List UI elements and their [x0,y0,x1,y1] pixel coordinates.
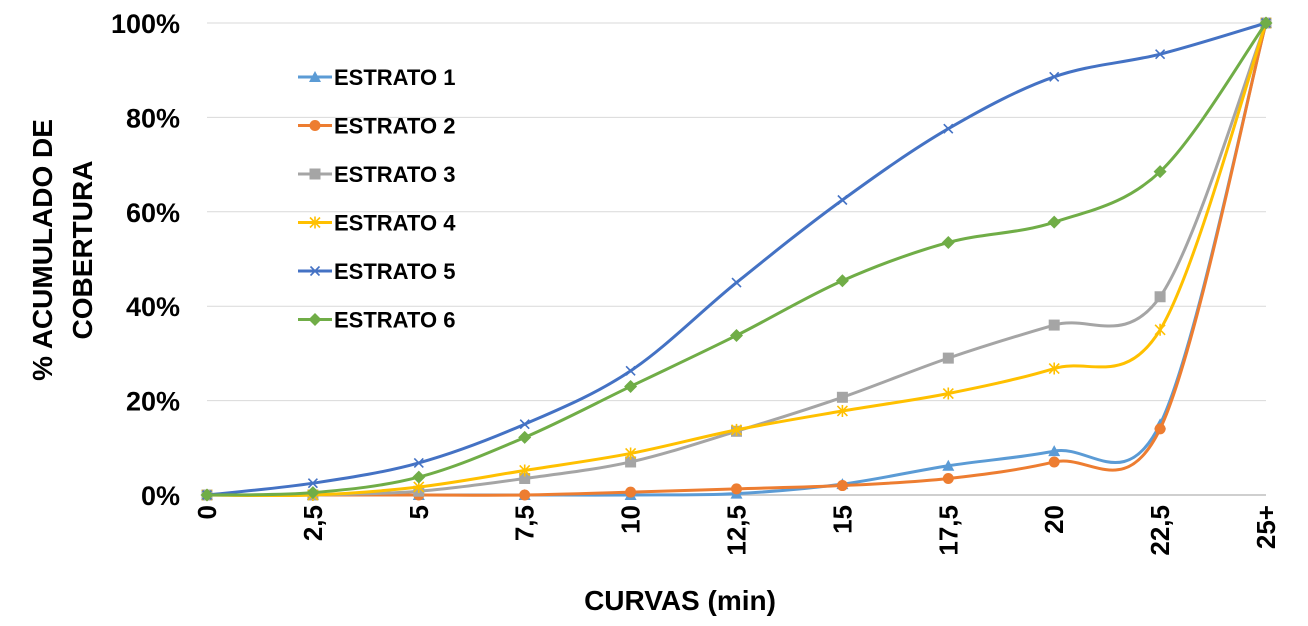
data-point [1154,423,1166,435]
legend-marker [309,168,321,180]
data-point [942,387,954,400]
y-tick-label: 40% [126,292,180,322]
data-point [306,486,320,500]
data-point [519,464,531,477]
series-line [205,21,1268,497]
legend-marker [309,120,321,131]
data-point [1047,215,1061,229]
x-tick-label: 2,5 [298,505,328,541]
legend-label: ESTRATO 4 [334,211,456,236]
data-point [837,194,848,206]
data-point [518,430,532,444]
data-point [1153,165,1167,179]
data-point [1048,319,1060,331]
legend-label: ESTRATO 5 [334,259,455,284]
x-tick-label: 10 [616,505,646,534]
data-point [519,419,530,430]
x-tick-label: 15 [827,505,857,534]
y-tick-label: 100% [111,9,180,39]
legend-marker [309,216,321,229]
data-point [1048,445,1061,457]
data-point [1048,456,1060,468]
legend-label: ESTRATO 1 [334,65,455,90]
data-point [731,277,742,288]
legend-label: ESTRATO 6 [334,308,455,333]
y-tick-label: 0% [141,481,180,511]
legend-label: ESTRATO 3 [334,162,455,187]
data-point [1154,291,1166,303]
data-point [836,404,848,417]
data-point [625,456,637,468]
data-point [412,470,426,484]
data-point [519,472,531,484]
legend-item: ESTRATO 1 [298,65,455,90]
data-point [942,459,955,471]
data-point [413,457,424,468]
data-point [200,488,214,502]
legend-item: ESTRATO 6 [298,308,455,333]
data-point [835,274,849,288]
data-point [307,478,318,489]
legend: ESTRATO 1 ESTRATO 2 ESTRATO 3 ESTRATO 4 ESTR… [298,65,456,333]
series-line [205,21,1268,497]
data-point [942,352,954,364]
x-tick-label: 20 [1039,505,1069,534]
legend-item: ESTRATO 3 [298,162,455,187]
y-tick-label: 80% [126,103,180,133]
data-point [1155,49,1166,60]
x-tick-label: 12,5 [722,505,752,556]
data-point [943,123,954,134]
data-point [941,235,955,249]
x-tick-label: 7,5 [510,505,540,541]
x-tick-label: 17,5 [933,505,963,556]
series-line [205,21,1268,498]
series-layer [200,16,1273,502]
x-axis-ticks: 0 2,5 5 7,5 10 12,5 15 17,5 20 22,5 25+ [192,505,1281,556]
data-point [625,365,636,376]
x-tick-label: 5 [404,505,434,519]
data-point [1048,362,1060,375]
data-point [519,489,531,501]
data-point [942,472,954,484]
legend-label: ESTRATO 2 [334,114,455,139]
data-point [624,379,638,393]
legend-marker [309,265,321,277]
data-point [625,447,637,460]
legend-item: ESTRATO 2 [298,114,455,139]
data-point [730,328,743,342]
legend-item: ESTRATO 5 [298,259,455,284]
data-point [1154,323,1166,336]
data-point [836,480,848,492]
y-axis-title-line-1: % ACUMULADO DE [27,119,58,381]
grid-layer [207,22,1266,496]
x-tick-label: 22,5 [1145,505,1175,556]
legend-marker [308,313,322,326]
data-point [625,486,637,498]
y-tick-label: 20% [126,387,180,417]
legend-item: ESTRATO 4 [298,211,456,236]
y-axis-title-line-2: COBERTURA [67,161,98,340]
x-axis-title: CURVAS (min) [584,585,776,616]
legend-marker [309,71,321,82]
x-tick-label: 0 [192,505,222,519]
data-point [731,483,742,495]
series-6 [200,16,1273,502]
data-point [730,423,743,436]
y-tick-label: 60% [126,198,180,228]
data-point [1049,71,1060,82]
y-axis-title: % ACUMULADO DE COBERTURA [27,119,98,381]
y-axis-ticks: 0% 20% 40% 60% 80% 100% [111,9,180,511]
data-point [836,391,848,403]
x-tick-label: 25+ [1251,505,1281,549]
data-point [1259,16,1273,30]
